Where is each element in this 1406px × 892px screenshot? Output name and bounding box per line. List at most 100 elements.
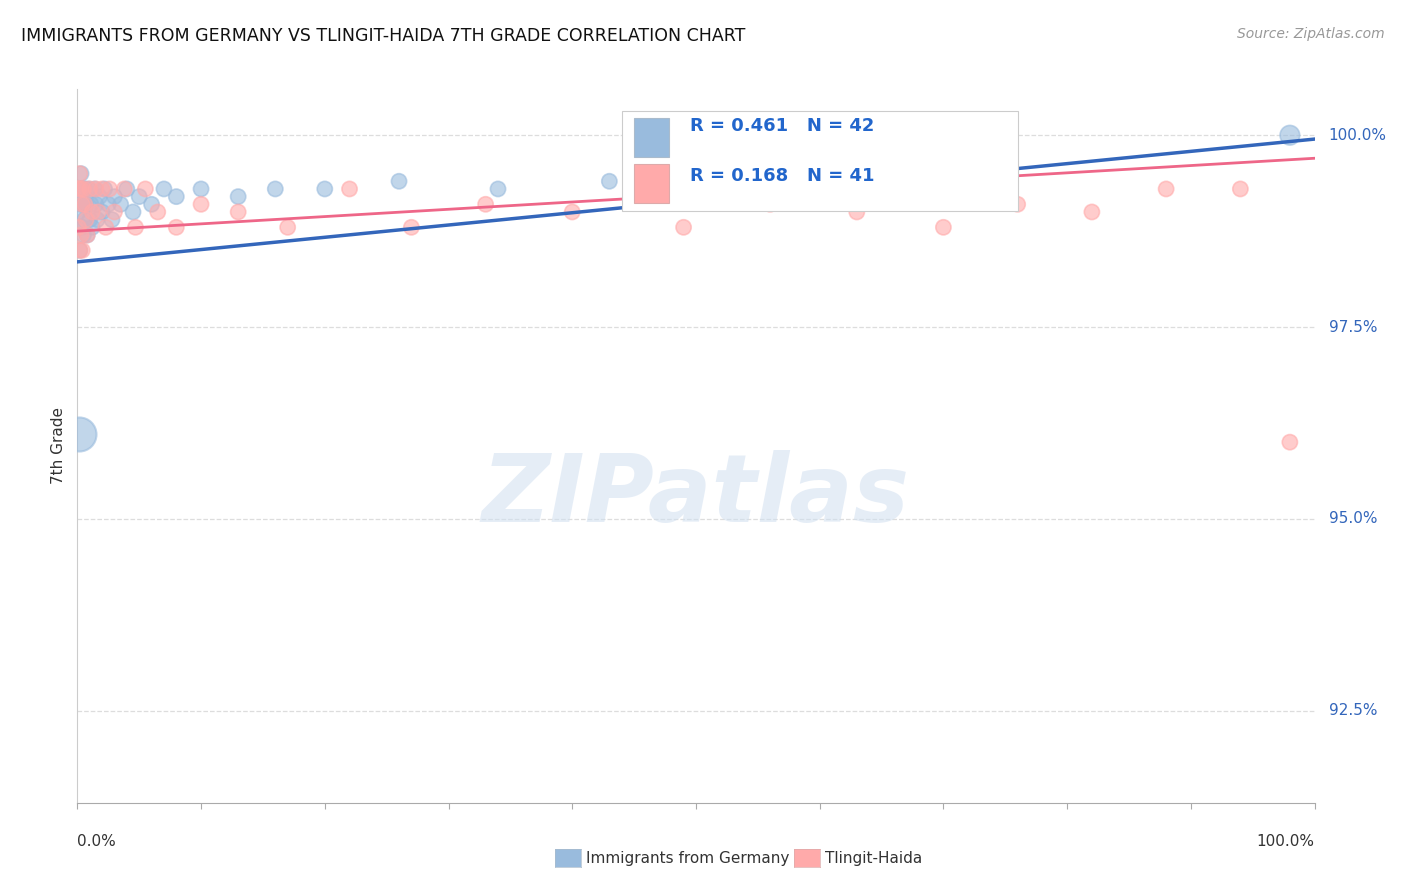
Point bbox=[101, 212, 124, 227]
Point bbox=[67, 220, 90, 235]
Point bbox=[598, 174, 620, 188]
Point bbox=[759, 197, 782, 211]
Point bbox=[103, 189, 125, 203]
Text: Immigrants from Germany: Immigrants from Germany bbox=[586, 851, 790, 865]
Point bbox=[110, 197, 132, 211]
Point bbox=[153, 182, 176, 196]
Point bbox=[70, 227, 93, 242]
Point bbox=[67, 182, 90, 196]
Point bbox=[72, 197, 94, 211]
Point bbox=[84, 182, 107, 196]
Point bbox=[474, 197, 496, 211]
Point bbox=[82, 205, 104, 219]
Point bbox=[69, 189, 91, 203]
Point bbox=[72, 197, 94, 211]
Point bbox=[70, 197, 93, 211]
Point bbox=[91, 205, 114, 219]
Point bbox=[69, 167, 91, 181]
Point bbox=[75, 212, 97, 227]
Point bbox=[226, 205, 249, 219]
Point bbox=[70, 220, 93, 235]
Point bbox=[93, 182, 115, 196]
Point bbox=[84, 197, 107, 211]
Point bbox=[401, 220, 423, 235]
Text: 95.0%: 95.0% bbox=[1329, 511, 1376, 526]
Point bbox=[72, 220, 94, 235]
Point bbox=[264, 182, 287, 196]
Text: 100.0%: 100.0% bbox=[1329, 128, 1386, 143]
Point bbox=[94, 220, 117, 235]
Point bbox=[141, 197, 163, 211]
Point bbox=[79, 212, 101, 227]
Point bbox=[115, 182, 138, 196]
Text: ZIPatlas: ZIPatlas bbox=[482, 450, 910, 542]
Point bbox=[165, 189, 187, 203]
Point bbox=[845, 205, 868, 219]
Point bbox=[561, 205, 583, 219]
Text: 92.5%: 92.5% bbox=[1329, 703, 1376, 718]
Point bbox=[69, 244, 91, 258]
Point bbox=[165, 220, 187, 235]
Point bbox=[672, 220, 695, 235]
Point bbox=[190, 197, 212, 211]
Point bbox=[91, 182, 114, 196]
Point bbox=[226, 189, 249, 203]
Point bbox=[76, 227, 98, 242]
Y-axis label: 7th Grade: 7th Grade bbox=[51, 408, 66, 484]
FancyBboxPatch shape bbox=[621, 111, 1018, 211]
Point bbox=[67, 427, 90, 442]
Point bbox=[1278, 435, 1301, 450]
Point bbox=[128, 189, 150, 203]
Point bbox=[75, 197, 97, 211]
Point bbox=[112, 182, 135, 196]
Text: 97.5%: 97.5% bbox=[1329, 319, 1376, 334]
Point bbox=[98, 182, 121, 196]
Text: R = 0.168   N = 41: R = 0.168 N = 41 bbox=[690, 168, 875, 186]
Text: Source: ZipAtlas.com: Source: ZipAtlas.com bbox=[1237, 27, 1385, 41]
Point bbox=[190, 182, 212, 196]
Point bbox=[87, 205, 110, 219]
Text: Tlingit-Haida: Tlingit-Haida bbox=[825, 851, 922, 865]
Point bbox=[80, 197, 103, 211]
Point bbox=[134, 182, 156, 196]
Point bbox=[73, 197, 96, 211]
Point bbox=[70, 182, 93, 196]
Point bbox=[69, 244, 91, 258]
Point bbox=[82, 220, 104, 235]
Point bbox=[72, 244, 94, 258]
Point bbox=[932, 220, 955, 235]
FancyBboxPatch shape bbox=[634, 164, 669, 203]
Point bbox=[77, 182, 100, 196]
Point bbox=[73, 212, 96, 227]
Text: 0.0%: 0.0% bbox=[77, 834, 117, 849]
FancyBboxPatch shape bbox=[634, 118, 669, 157]
Point bbox=[86, 212, 108, 227]
Point bbox=[70, 167, 93, 181]
Point bbox=[83, 182, 105, 196]
Point bbox=[103, 205, 125, 219]
Point bbox=[124, 220, 146, 235]
Point bbox=[277, 220, 299, 235]
Point bbox=[388, 174, 411, 188]
Point bbox=[79, 182, 101, 196]
Point bbox=[1154, 182, 1177, 196]
Point bbox=[76, 227, 98, 242]
Point bbox=[339, 182, 361, 196]
Point bbox=[72, 182, 94, 196]
Point bbox=[67, 205, 90, 219]
Point bbox=[122, 205, 145, 219]
Point bbox=[1007, 197, 1029, 211]
Point bbox=[486, 182, 509, 196]
Text: R = 0.461   N = 42: R = 0.461 N = 42 bbox=[690, 118, 875, 136]
Point bbox=[72, 182, 94, 196]
Point bbox=[1229, 182, 1251, 196]
Text: IMMIGRANTS FROM GERMANY VS TLINGIT-HAIDA 7TH GRADE CORRELATION CHART: IMMIGRANTS FROM GERMANY VS TLINGIT-HAIDA… bbox=[21, 27, 745, 45]
Point bbox=[72, 227, 94, 242]
Point bbox=[89, 189, 111, 203]
Point bbox=[146, 205, 169, 219]
Text: 100.0%: 100.0% bbox=[1257, 834, 1315, 849]
Point bbox=[314, 182, 336, 196]
Point bbox=[1081, 205, 1104, 219]
Point bbox=[97, 197, 120, 211]
Point bbox=[1278, 128, 1301, 143]
